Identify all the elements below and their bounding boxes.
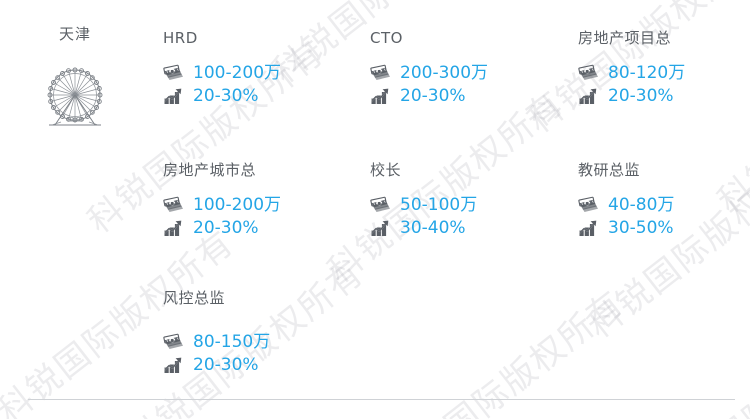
salary-row: 200-300万 — [370, 61, 488, 84]
role-title: CTO — [370, 29, 403, 47]
role-card: 房地产城市总 100-200万 — [163, 160, 281, 239]
salary-row: 100-200万 — [163, 193, 281, 216]
city-column: 天津 — [0, 24, 150, 134]
role-title: HRD — [163, 29, 198, 47]
role-title: 校长 — [370, 161, 402, 179]
bar-chart-arrow-icon — [164, 357, 182, 373]
salary-value: 100-200万 — [193, 194, 282, 215]
growth-row: 30-50% — [578, 216, 674, 239]
money-stack-icon — [370, 196, 390, 212]
role-title: 房地产城市总 — [163, 161, 257, 179]
growth-value: 20-30% — [193, 354, 259, 375]
salary-value: 200-300万 — [400, 62, 489, 83]
bar-chart-arrow-icon — [579, 88, 597, 104]
growth-value: 20-30% — [193, 85, 259, 106]
growth-row: 30-40% — [370, 216, 477, 239]
salary-value: 80-120万 — [608, 62, 686, 83]
salary-row: 40-80万 — [578, 193, 674, 216]
bar-chart-arrow-icon — [579, 220, 597, 236]
city-name-label: 天津 — [58, 25, 91, 43]
role-card: 风控总监 80-150万 — [163, 288, 270, 376]
role-card: 教研总监 40-80万 — [578, 160, 674, 239]
growth-value: 30-50% — [608, 217, 674, 238]
growth-value: 20-30% — [608, 85, 674, 106]
money-stack-icon — [163, 64, 183, 80]
ferris-wheel-icon — [47, 67, 103, 126]
bar-chart-arrow-icon — [371, 220, 389, 236]
bar-chart-arrow-icon — [371, 88, 389, 104]
role-card: CTO 200-300万 — [370, 28, 488, 107]
bottom-divider — [28, 399, 735, 400]
salary-value: 100-200万 — [193, 62, 282, 83]
role-title: 风控总监 — [163, 289, 226, 307]
role-title: 房地产项目总 — [578, 29, 672, 47]
growth-row: 20-30% — [163, 84, 281, 107]
salary-value: 80-150万 — [193, 331, 271, 352]
growth-row: 20-30% — [163, 353, 270, 376]
role-card: 房地产项目总 80-120万 — [578, 28, 685, 107]
salary-value: 50-100万 — [400, 194, 478, 215]
growth-value: 30-40% — [400, 217, 466, 238]
salary-row: 80-150万 — [163, 330, 270, 353]
salary-value: 40-80万 — [608, 194, 675, 215]
bar-chart-arrow-icon — [164, 88, 182, 104]
growth-value: 20-30% — [400, 85, 466, 106]
salary-row: 50-100万 — [370, 193, 477, 216]
growth-row: 20-30% — [370, 84, 488, 107]
money-stack-icon — [578, 64, 598, 80]
role-card: 校长 50-100万 — [370, 160, 477, 239]
money-stack-icon — [370, 64, 390, 80]
money-stack-icon — [163, 196, 183, 212]
salary-row: 80-120万 — [578, 61, 685, 84]
money-stack-icon — [578, 196, 598, 212]
growth-row: 20-30% — [578, 84, 685, 107]
growth-row: 20-30% — [163, 216, 281, 239]
growth-value: 20-30% — [193, 217, 259, 238]
role-title: 教研总监 — [578, 161, 641, 179]
city-icon-wrapper — [0, 62, 150, 134]
bar-chart-arrow-icon — [164, 220, 182, 236]
salary-row: 100-200万 — [163, 61, 281, 84]
role-card: HRD 100-200万 — [163, 28, 281, 107]
money-stack-icon — [163, 333, 183, 349]
